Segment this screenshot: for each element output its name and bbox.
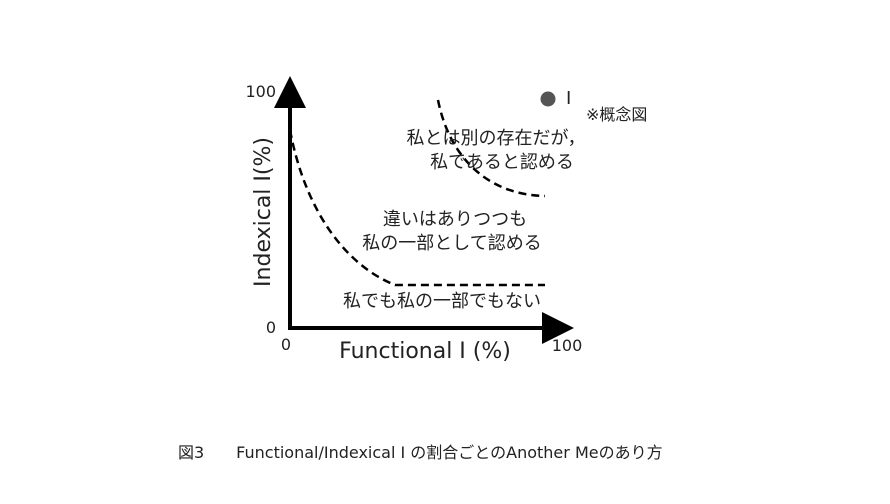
region-label: 違いはありつつも <box>383 209 527 230</box>
point-label: I <box>566 88 571 109</box>
x-axis-label: Functional I (%) <box>339 339 511 364</box>
y-max-label: 100 <box>245 82 276 101</box>
note: ※概念図 <box>586 105 647 124</box>
caption: 図3 Functional/Indexical I の割合ごとのAnother … <box>178 443 663 462</box>
region-label: 私の一部として認める <box>362 233 541 254</box>
x-max-label: 100 <box>552 336 583 355</box>
upper-boundary <box>436 99 546 198</box>
region-label: 私であると認める <box>430 152 574 173</box>
point <box>540 91 556 107</box>
region-label: 私でも私の一部でもない <box>343 291 541 312</box>
y-axis-label: Indexical I(%) <box>251 137 276 287</box>
region-label: 私とは別の存在だが， <box>407 128 586 149</box>
x-min-label: 0 <box>281 335 291 354</box>
lower-boundary <box>288 129 545 287</box>
y-min-label: 0 <box>266 318 276 337</box>
